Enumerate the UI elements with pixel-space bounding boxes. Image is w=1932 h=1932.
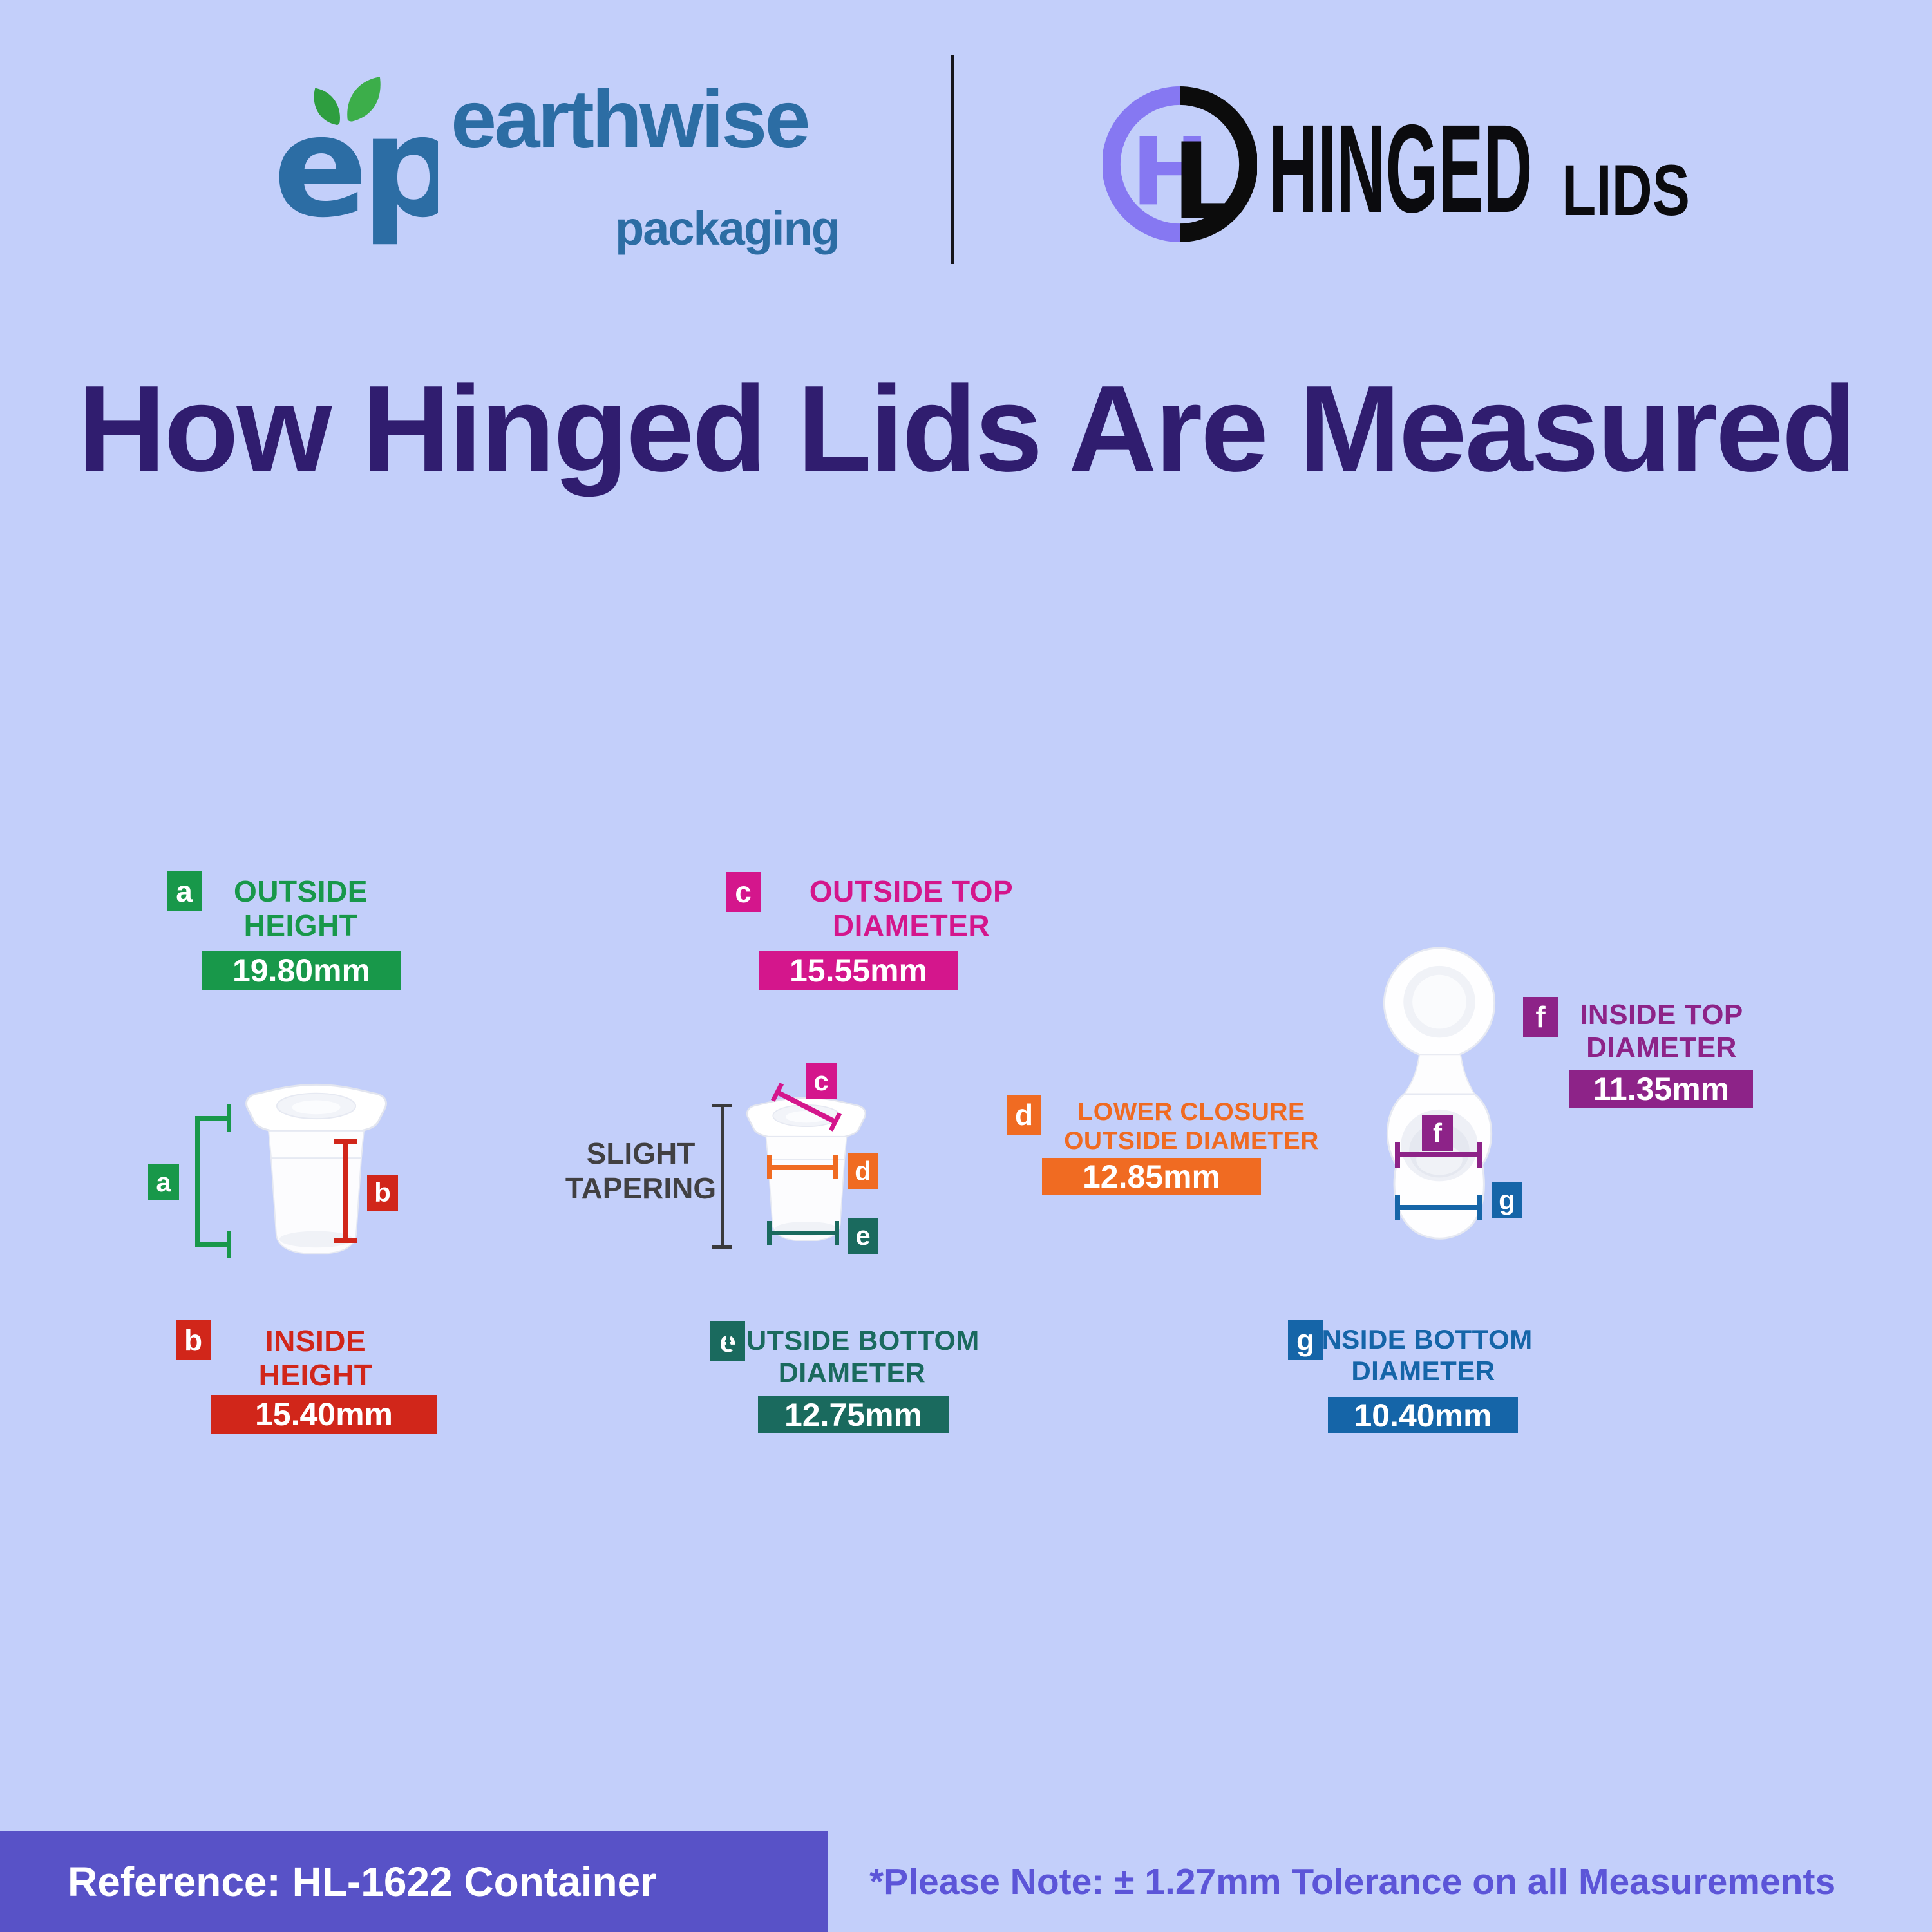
measure-a-label: OUTSIDE HEIGHT (234, 875, 368, 943)
measure-b-top-cap (334, 1139, 357, 1144)
hingedlids-wordmark-secondary: LIDS (1562, 150, 1690, 231)
measure-f-right-cap (1477, 1142, 1482, 1168)
measure-d-label: LOWER CLOSURE OUTSIDE DIAMETER (1064, 1098, 1319, 1155)
measure-g-key-badge: g (1288, 1320, 1323, 1360)
measure-e-right-cap (835, 1221, 839, 1245)
measure-d-key-badge: d (1007, 1095, 1041, 1135)
reference-text: Reference: HL-1622 Container (68, 1858, 657, 1905)
measure-b-key-badge: b (176, 1320, 211, 1360)
measure-c-key-badge: c (726, 872, 761, 912)
tapering-line-top-serif (712, 1104, 732, 1107)
measure-e-line (767, 1231, 839, 1235)
measure-d-value: 12.85mm (1042, 1158, 1261, 1195)
diagram-f-badge: f (1422, 1115, 1453, 1151)
measure-b-bottom-cap (334, 1238, 357, 1243)
measure-d-right-cap (833, 1155, 838, 1179)
measure-a-key-badge: a (167, 871, 202, 911)
diagram-g-badge: g (1492, 1182, 1522, 1218)
measure-g-value: 10.40mm (1328, 1397, 1518, 1434)
diagram-d-badge: d (848, 1153, 878, 1189)
measure-g-left-cap (1395, 1195, 1400, 1220)
page-title: How Hinged Lids Are Measured (77, 361, 1856, 497)
tolerance-note: *Please Note: ± 1.27mm Tolerance on all … (869, 1861, 1836, 1902)
earthwise-monogram-text: ep (273, 86, 438, 249)
closed-container-illustration-left (245, 1083, 387, 1255)
measure-a-bracket-bottom-arm (195, 1242, 231, 1247)
tapering-line (721, 1105, 724, 1248)
measure-b-label: INSIDE HEIGHT (258, 1324, 373, 1392)
tapering-note: SLIGHT TAPERING (565, 1137, 717, 1206)
measure-g-right-cap (1477, 1195, 1482, 1220)
measure-b-value: 15.40mm (211, 1395, 437, 1434)
hingedlids-monogram-h: H (1131, 118, 1209, 227)
measure-c-diagonal-line (770, 1083, 842, 1132)
measure-c-value: 15.55mm (759, 951, 958, 990)
diagram-b-badge: b (367, 1175, 398, 1211)
measure-f-key-badge: f (1523, 997, 1558, 1037)
measure-e-value: 12.75mm (758, 1396, 949, 1433)
measure-e-left-cap (767, 1221, 772, 1245)
measure-f-value: 11.35mm (1569, 1070, 1753, 1108)
earthwise-monogram-icon: ep (273, 77, 438, 249)
measure-b-line (343, 1141, 348, 1243)
measure-d-line (767, 1165, 838, 1170)
measure-a-bracket-top-arm (195, 1116, 231, 1121)
hingedlids-wordmark-primary: HINGED (1269, 99, 1533, 239)
measure-d-left-cap (767, 1155, 772, 1179)
measure-f-line (1395, 1152, 1482, 1157)
measure-a-bracket-top-tick (227, 1104, 231, 1132)
diagram-e-badge: e (848, 1218, 878, 1254)
measure-g-line (1395, 1205, 1482, 1210)
diagram-a-badge: a (148, 1164, 179, 1200)
open-container-illustration (1383, 947, 1496, 1240)
hingedlids-badge-icon: H L (1103, 86, 1257, 243)
earthwise-wordmark: earthwise (451, 73, 810, 166)
measure-a-value: 19.80mm (202, 951, 401, 990)
measure-c-label: OUTSIDE TOP DIAMETER (809, 875, 1014, 943)
measure-e-label: OUTSIDE BOTTOM DIAMETER (724, 1325, 980, 1388)
measure-a-bracket-bottom-tick (227, 1231, 231, 1258)
hingedlids-monogram-l: L (1172, 122, 1239, 243)
measure-a-bracket-line (195, 1116, 200, 1247)
measure-f-left-cap (1395, 1142, 1400, 1168)
diagram-c-badge: c (806, 1063, 837, 1099)
logo-divider (951, 55, 954, 264)
reference-bar: Reference: HL-1622 Container (0, 1831, 828, 1932)
measure-f-label: INSIDE TOP DIAMETER (1580, 999, 1743, 1064)
measure-e-key-badge: e (710, 1321, 745, 1361)
measure-g-label: INSIDE BOTTOM DIAMETER (1314, 1324, 1533, 1386)
earthwise-tagline: packaging (615, 202, 840, 255)
tapering-line-bottom-serif (712, 1245, 732, 1249)
